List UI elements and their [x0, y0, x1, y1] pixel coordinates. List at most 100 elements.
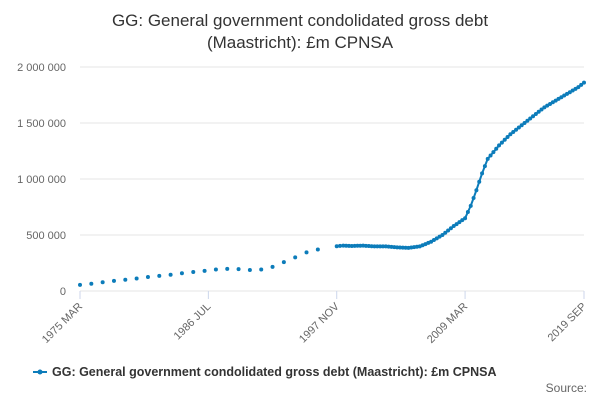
- data-point[interactable]: [539, 107, 544, 112]
- data-point[interactable]: [448, 226, 453, 231]
- y-tick-label: 2 000 000: [17, 62, 66, 74]
- y-tick-label: 1 500 000: [17, 118, 66, 130]
- data-point[interactable]: [519, 123, 524, 128]
- data-point[interactable]: [446, 228, 451, 233]
- data-point[interactable]: [247, 267, 252, 272]
- data-point[interactable]: [582, 80, 586, 85]
- chart-title-line-2: (Maastricht): £m CPNSA: [207, 33, 394, 52]
- data-point[interactable]: [363, 243, 368, 248]
- data-point[interactable]: [179, 271, 184, 276]
- data-point[interactable]: [400, 245, 405, 250]
- data-point[interactable]: [315, 247, 320, 252]
- y-tick-label: 0: [60, 286, 66, 298]
- source-label: Source:: [546, 381, 587, 395]
- data-point[interactable]: [460, 218, 465, 223]
- data-point[interactable]: [525, 118, 530, 123]
- data-point[interactable]: [528, 116, 533, 121]
- data-point[interactable]: [488, 153, 493, 158]
- data-point[interactable]: [225, 266, 230, 271]
- data-point[interactable]: [134, 276, 139, 281]
- data-point[interactable]: [491, 150, 496, 155]
- data-point[interactable]: [375, 244, 380, 249]
- data-point[interactable]: [485, 156, 490, 161]
- data-point[interactable]: [157, 273, 162, 278]
- data-point[interactable]: [338, 243, 343, 248]
- data-point[interactable]: [533, 112, 538, 117]
- data-point[interactable]: [536, 109, 541, 114]
- x-axis-ticks: 1975 MAR 1986 JUL 1997 NOV 2009 MAR 2019 SEP: [40, 291, 589, 346]
- data-point[interactable]: [514, 127, 519, 132]
- data-point[interactable]: [369, 244, 374, 249]
- data-point[interactable]: [579, 82, 584, 87]
- data-point[interactable]: [505, 135, 510, 139]
- data-point[interactable]: [293, 255, 298, 260]
- data-point[interactable]: [100, 280, 105, 285]
- data-point[interactable]: [270, 264, 275, 269]
- data-point[interactable]: [457, 220, 462, 225]
- data-point[interactable]: [508, 132, 513, 137]
- data-point[interactable]: [522, 121, 527, 125]
- data-point[interactable]: [378, 244, 383, 249]
- data-point[interactable]: [482, 164, 487, 169]
- y-tick-label: 1 000 000: [17, 174, 66, 186]
- data-point[interactable]: [454, 222, 459, 227]
- data-point[interactable]: [380, 244, 385, 249]
- y-tick-label: 500 000: [26, 230, 66, 242]
- data-point[interactable]: [531, 114, 536, 119]
- data-point[interactable]: [366, 244, 371, 249]
- data-point[interactable]: [344, 243, 349, 248]
- data-point[interactable]: [497, 143, 502, 148]
- data-point[interactable]: [352, 243, 357, 248]
- data-point[interactable]: [191, 269, 196, 274]
- data-point[interactable]: [451, 224, 456, 229]
- legend-label: GG: General government condolidated gros…: [52, 365, 497, 379]
- data-point[interactable]: [465, 210, 470, 215]
- data-point[interactable]: [516, 125, 521, 130]
- data-point[interactable]: [111, 278, 116, 283]
- data-point[interactable]: [236, 267, 241, 272]
- data-point[interactable]: [355, 243, 360, 248]
- data-point[interactable]: [358, 243, 363, 248]
- series-debt[interactable]: [78, 80, 586, 287]
- data-point[interactable]: [463, 216, 468, 221]
- data-point[interactable]: [494, 146, 499, 151]
- data-point[interactable]: [145, 275, 150, 279]
- data-point[interactable]: [349, 243, 354, 248]
- legend[interactable]: GG: General government condolidated gros…: [33, 365, 497, 379]
- data-point[interactable]: [576, 85, 581, 90]
- data-point[interactable]: [341, 243, 346, 248]
- data-point[interactable]: [123, 277, 128, 282]
- data-point[interactable]: [499, 140, 504, 145]
- data-point[interactable]: [202, 268, 207, 273]
- x-tick-label: 2019 SEP: [546, 301, 590, 345]
- data-point[interactable]: [502, 137, 507, 142]
- data-point[interactable]: [334, 244, 339, 249]
- data-point[interactable]: [346, 243, 351, 248]
- data-point[interactable]: [213, 267, 218, 272]
- data-point[interactable]: [477, 179, 482, 184]
- x-tick-label: 1986 JUL: [172, 301, 214, 343]
- data-point[interactable]: [397, 245, 402, 250]
- data-point[interactable]: [443, 230, 448, 235]
- data-point[interactable]: [372, 244, 377, 249]
- data-point[interactable]: [480, 171, 485, 176]
- data-point[interactable]: [403, 245, 408, 250]
- data-point[interactable]: [304, 250, 309, 255]
- data-point[interactable]: [168, 272, 173, 277]
- data-point[interactable]: [474, 188, 479, 193]
- data-point[interactable]: [281, 260, 286, 265]
- data-point[interactable]: [440, 233, 445, 237]
- y-axis-ticks: 0 500 000 1 000 000 1 500 000 2 000 000: [17, 62, 66, 298]
- gridlines: [80, 66, 584, 292]
- data-point[interactable]: [361, 243, 366, 248]
- data-point[interactable]: [89, 281, 94, 286]
- data-point[interactable]: [78, 282, 82, 287]
- data-point[interactable]: [468, 203, 473, 208]
- data-point[interactable]: [511, 129, 516, 134]
- legend-marker-dot: [37, 369, 43, 375]
- data-point[interactable]: [471, 196, 476, 201]
- data-point[interactable]: [259, 267, 264, 272]
- data-point[interactable]: [395, 245, 400, 250]
- x-tick-label: 1997 NOV: [297, 300, 342, 345]
